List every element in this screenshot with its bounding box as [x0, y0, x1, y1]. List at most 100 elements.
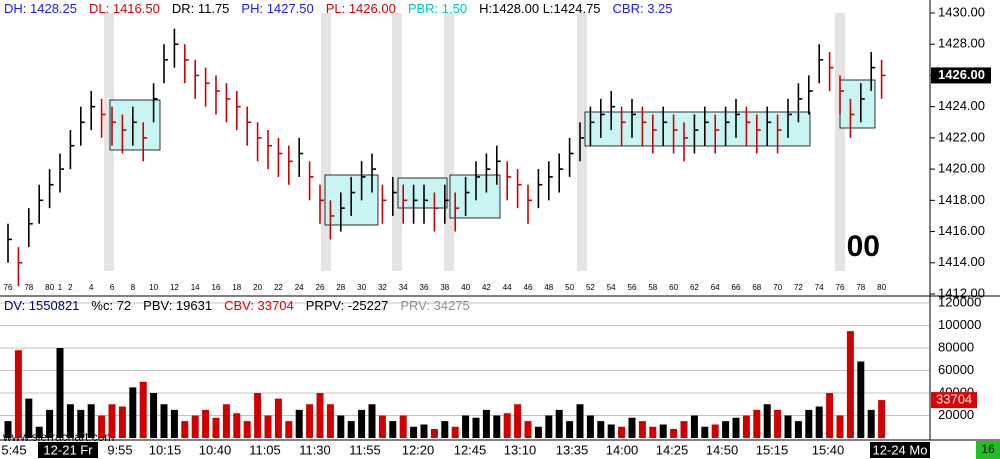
- y-tick-label: 80000: [938, 339, 974, 354]
- x-tick-label: 50: [565, 283, 574, 292]
- x-tick-label: 42: [482, 283, 491, 292]
- volume-bar: [753, 409, 761, 438]
- volume-bar: [337, 415, 345, 438]
- x-tick-label: 26: [316, 283, 325, 292]
- volume-bar: [108, 404, 116, 438]
- time-label: 13:35: [556, 442, 589, 457]
- x-tick-label: 78: [24, 283, 33, 292]
- y-tick-label: 1412.00: [938, 285, 985, 300]
- stat: PRV: 34275: [400, 298, 470, 313]
- x-tick-label: 46: [524, 283, 533, 292]
- time-label: 15:15: [756, 442, 789, 457]
- date-box: [870, 442, 930, 458]
- y-tick-label: 1418.00: [938, 192, 985, 207]
- volume-bar: [285, 421, 293, 438]
- volume-bar: [566, 421, 574, 438]
- volume-bar: [503, 413, 511, 438]
- x-tick-label: 28: [336, 283, 345, 292]
- badge: 16: [981, 442, 995, 456]
- volume-bar: [878, 400, 886, 438]
- volume-bar: [118, 406, 126, 438]
- x-tick-label: 18: [232, 283, 241, 292]
- volume-bar: [222, 404, 230, 438]
- x-tick-label: 10: [149, 283, 158, 292]
- x-tick-label: 72: [794, 283, 803, 292]
- session-bands: [104, 13, 845, 271]
- last-volume-label: 33704: [936, 392, 972, 407]
- x-tick-label: 66: [732, 283, 741, 292]
- volume-bar: [212, 417, 220, 438]
- price-header: DH: 1428.25 DL: 1416.50 DR: 11.75 PH: 1427.…: [4, 1, 673, 16]
- volume-bar: [794, 421, 802, 438]
- badge-box: [976, 441, 1000, 459]
- volume-bar: [56, 348, 64, 438]
- volume-bar: [628, 417, 636, 438]
- time-label: 11:05: [249, 442, 281, 457]
- x-tick-label: 40: [461, 283, 470, 292]
- x-tick-label: 54: [607, 283, 616, 292]
- x-tick-label: 12: [170, 283, 179, 292]
- volume-bar: [711, 424, 719, 438]
- stat: CBR: 3.25: [612, 1, 673, 16]
- volume-bar: [170, 409, 178, 438]
- volume-bar: [410, 426, 418, 438]
- volume-bar: [139, 381, 147, 438]
- stat: H:1428.00 L:1424.75: [479, 1, 601, 16]
- volume-bar: [784, 415, 792, 438]
- x-tick-label: 34: [399, 283, 408, 292]
- volume-bar: [66, 404, 74, 438]
- volume-bar: [815, 406, 823, 438]
- volume-bar: [389, 421, 397, 438]
- volume-bar: [690, 415, 698, 438]
- stat: DH: 1428.25: [4, 1, 77, 16]
- y-tick-label: 60000: [938, 362, 974, 377]
- time-label: 12:20: [402, 442, 435, 457]
- volume-bar: [576, 404, 584, 438]
- volume-bar: [347, 421, 355, 438]
- volume-bar: [618, 426, 626, 438]
- y-tick-label: 1422.00: [938, 129, 985, 144]
- volume-bar: [763, 404, 771, 438]
- x-tick-label: 30: [357, 283, 366, 292]
- volume-bar: [264, 415, 272, 438]
- last-volume-box: [931, 392, 977, 409]
- volume-bar: [316, 393, 324, 438]
- time-label: 12:45: [454, 442, 487, 457]
- x-tick-label: 24: [295, 283, 304, 292]
- volume-bar: [451, 426, 459, 438]
- x-tick-label: 80: [45, 283, 54, 292]
- volume-bar: [649, 426, 657, 438]
- time-label: 13:10: [504, 442, 537, 457]
- volume-bar: [493, 415, 501, 438]
- x-tick-label: 68: [752, 283, 761, 292]
- x-tick-label: 6: [110, 283, 115, 292]
- volume-bar: [202, 409, 210, 438]
- volume-bar: [420, 424, 428, 438]
- stat: PBV: 19631: [143, 298, 213, 313]
- volume-bar: [805, 409, 813, 438]
- x-tick-label: 22: [274, 283, 283, 292]
- x-tick-label: 14: [191, 283, 200, 292]
- time-strip: [0, 441, 1000, 459]
- x-tick-label: 58: [648, 283, 657, 292]
- volume-bar: [160, 404, 168, 438]
- time-label: 14:50: [706, 442, 739, 457]
- x-tick-label: 38: [440, 283, 449, 292]
- volume-bar: [701, 426, 709, 438]
- volume-bar: [774, 409, 782, 438]
- volume-bar: [129, 387, 137, 438]
- stat: %c: 72: [91, 298, 132, 313]
- volume-bar: [555, 409, 563, 438]
- stat: PL: 1426.00: [325, 1, 396, 16]
- volume-bar: [482, 409, 490, 438]
- volume-bar: [670, 429, 678, 438]
- x-tick-label: 60: [669, 283, 678, 292]
- x-tick-label: 78: [856, 283, 865, 292]
- y-tick-label: 1414.00: [938, 254, 985, 269]
- volume-bar: [462, 415, 470, 438]
- volume-bar: [35, 426, 43, 438]
- volume-bar: [87, 404, 95, 438]
- volume-bar: [742, 415, 750, 438]
- volume-bar: [545, 415, 553, 438]
- volume-bar: [524, 421, 532, 438]
